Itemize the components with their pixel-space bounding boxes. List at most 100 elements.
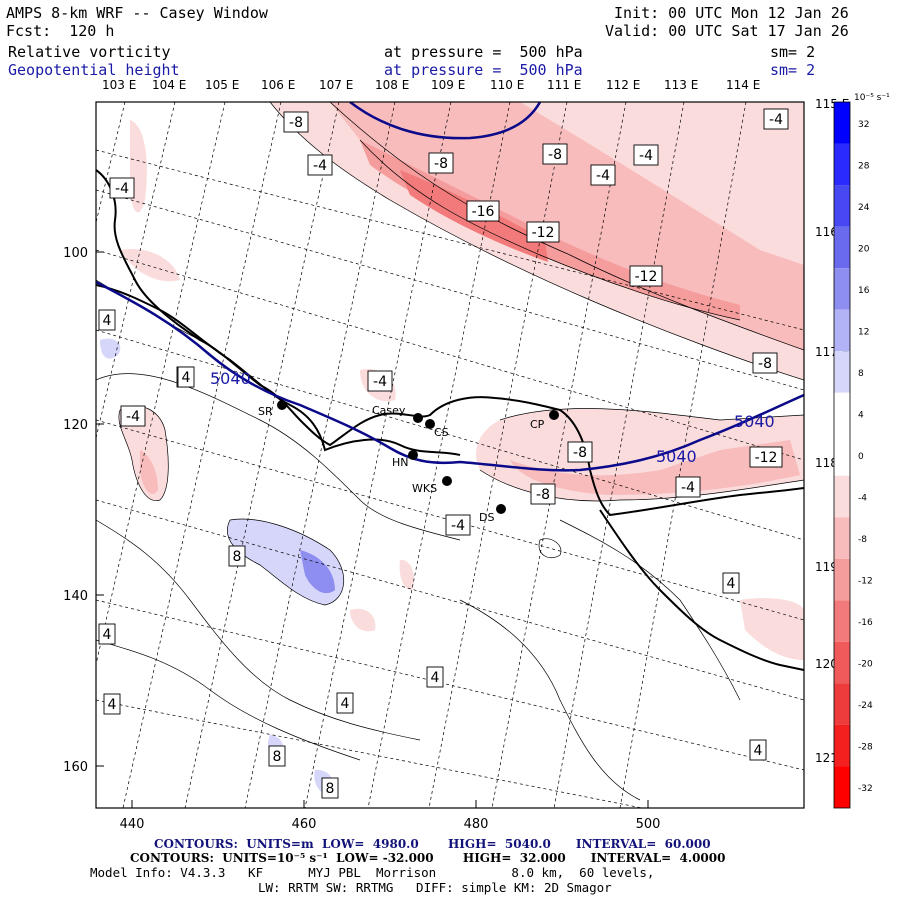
vorticity-label: -4 xyxy=(313,158,327,174)
station-label-CS: CS xyxy=(434,426,449,439)
valid-time: Valid: 00 UTC Sat 17 Jan 26 xyxy=(605,22,849,40)
station-dot-DS xyxy=(496,504,506,514)
colorbar-label: 4 xyxy=(858,410,864,420)
colorbar-label: 8 xyxy=(858,369,864,379)
station-label-DS: DS xyxy=(479,511,494,524)
vorticity-label: -12 xyxy=(755,450,778,466)
vorticity-label-box: -4 xyxy=(367,370,393,392)
colorbar-label: 32 xyxy=(858,120,869,130)
vorticity-label: -8 xyxy=(536,487,550,503)
colorbar-label: -8 xyxy=(858,535,867,545)
vorticity-label: -12 xyxy=(635,269,658,285)
top-lon-label: 103 E xyxy=(102,78,136,92)
meridian-line xyxy=(122,102,282,808)
vorticity-label-box: 8 xyxy=(321,777,339,799)
colorbar-segment xyxy=(834,351,850,393)
footer-model-info: Model Info: V4.3.3 KF MYJ PBL Morrison 8… xyxy=(90,865,655,880)
colorbar-segment xyxy=(834,185,850,227)
colorbar-segment xyxy=(834,143,850,186)
x-tick-460: 460 xyxy=(292,817,317,832)
top-lon-label: 113 E xyxy=(664,78,698,92)
colorbar-segment xyxy=(834,309,850,352)
colorbar-segment xyxy=(834,434,850,476)
colorbar: 32 28 24 20 16 12 8 4 0 -4 -8 -12 -16 -20 -24 -28 -32 xyxy=(833,101,873,809)
map-frame xyxy=(95,101,805,809)
vorticity-label: 4 xyxy=(727,576,736,592)
top-lon-label: 108 E xyxy=(375,78,409,92)
y-tick-140: 140 xyxy=(63,589,88,604)
colorbar-label: -24 xyxy=(858,701,873,711)
station-dot-CS xyxy=(425,419,435,429)
colorbar-segment xyxy=(834,268,850,310)
vorticity-label: -8 xyxy=(548,147,562,163)
vorticity-label-box: -4 xyxy=(590,164,616,186)
vorticity-label: -4 xyxy=(373,374,387,390)
vorticity-label-box: -4 xyxy=(763,108,789,130)
init-time: Init: 00 UTC Mon 12 Jan 26 xyxy=(614,4,849,22)
x-tick-480: 480 xyxy=(464,817,489,832)
vorticity-label-box: -8 xyxy=(567,441,593,463)
colorbar-segment xyxy=(834,600,850,642)
vorticity-label: -16 xyxy=(472,204,495,220)
colorbar-segment xyxy=(834,641,850,684)
colorbar-segment xyxy=(834,766,850,808)
station-label-WKS: WKS xyxy=(412,482,437,495)
top-longitude-labels: 103 E 104 E 105 E 106 E 107 E 108 E 109 E 110 E… xyxy=(102,78,760,92)
vorticity-label-box: -8 xyxy=(752,352,778,374)
vorticity-label-box: -16 xyxy=(466,200,500,222)
stations: SR Casey CS HN CP WKS DS xyxy=(258,400,559,524)
vorticity-label-box: -8 xyxy=(542,143,568,165)
vorticity-label-box: -4 xyxy=(633,144,659,166)
station-label-HN: HN xyxy=(392,456,409,469)
vorticity-label: -12 xyxy=(532,225,555,241)
colorbar-label: 28 xyxy=(858,161,870,171)
station-label-SR: SR xyxy=(258,405,273,418)
vorticity-label-box: -8 xyxy=(283,111,309,133)
parallel-line xyxy=(96,599,804,771)
station-dot-CP xyxy=(549,410,559,420)
colorbar-label: 20 xyxy=(858,244,870,254)
colorbar-segment xyxy=(834,558,850,601)
colorbar-segment xyxy=(834,102,850,144)
field2-smoothing: sm= 2 xyxy=(770,61,816,79)
vorticity-label-box: 4 xyxy=(336,692,354,714)
top-lon-label: 111 E xyxy=(547,78,581,92)
vorticity-label: -4 xyxy=(451,518,465,534)
vorticity-label: 4 xyxy=(341,696,350,712)
colorbar-label: -16 xyxy=(858,618,873,628)
station-dot-SR xyxy=(277,400,287,410)
colorbar-label: -20 xyxy=(858,660,873,670)
colorbar-unit: 10⁻⁵ s⁻¹ xyxy=(854,93,890,103)
vorticity-label: 4 xyxy=(103,627,112,643)
plot-title: AMPS 8-km WRF -- Casey Window xyxy=(6,4,268,22)
parallel-line xyxy=(96,189,804,391)
vorticity-label-box: -4 xyxy=(307,154,333,176)
colorbar-label: -12 xyxy=(858,577,873,587)
height-label: 5040 xyxy=(734,412,775,431)
station-dot-Casey xyxy=(413,413,423,423)
vorticity-label-box: -4 xyxy=(120,405,146,427)
parallel-line xyxy=(96,699,644,808)
colorbar-segment xyxy=(834,226,850,269)
vorticity-label: -4 xyxy=(596,168,610,184)
top-lon-label: 114 E xyxy=(726,78,760,92)
vorticity-label-box: 4 xyxy=(426,666,444,688)
vorticity-label-box: -4 xyxy=(109,177,135,199)
field1-smoothing: sm= 2 xyxy=(770,43,816,61)
x-tick-500: 500 xyxy=(636,817,661,832)
footer-contours-height: CONTOURS: UNITS=m LOW= 4980.0 HIGH= 5040… xyxy=(154,837,711,851)
vorticity-label-box: 4 xyxy=(98,309,116,331)
station-dot-WKS xyxy=(442,476,452,486)
top-lon-label: 110 E xyxy=(490,78,524,92)
top-lon-label: 109 E xyxy=(431,78,465,92)
station-dot-HN xyxy=(408,450,418,460)
height-label: 5040 xyxy=(210,369,251,388)
parallel-line xyxy=(96,149,804,331)
top-lon-label: 112 E xyxy=(606,78,640,92)
colorbar-label: -4 xyxy=(858,494,867,504)
vorticity-label-box: -12 xyxy=(629,265,663,287)
vorticity-label: 4 xyxy=(103,313,112,329)
meridian-line xyxy=(184,102,340,808)
vorticity-label-box: 4 xyxy=(103,693,121,715)
height-labels: 5040 5040 5040 xyxy=(210,369,775,466)
